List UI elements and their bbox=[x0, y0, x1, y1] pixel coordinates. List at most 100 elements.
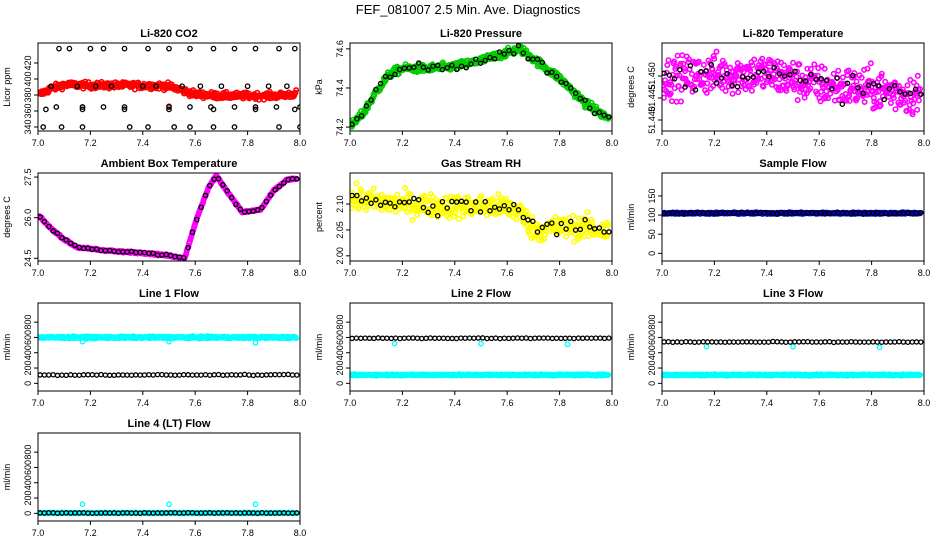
data-point bbox=[852, 339, 859, 345]
data-point bbox=[891, 82, 898, 89]
data-point bbox=[524, 211, 531, 218]
x-tick-label: 8.0 bbox=[294, 398, 307, 408]
data-point bbox=[836, 97, 843, 104]
data-point bbox=[601, 112, 607, 118]
data-point bbox=[823, 77, 830, 84]
series-cyan bbox=[38, 333, 300, 342]
data-point bbox=[215, 175, 222, 182]
y-axis-label: ml/min bbox=[2, 334, 12, 361]
data-point bbox=[605, 221, 612, 228]
data-point bbox=[432, 335, 438, 342]
data-point bbox=[572, 227, 579, 233]
data-point bbox=[851, 88, 858, 95]
panel-title: Line 4 (LT) Flow bbox=[128, 418, 211, 430]
data-point bbox=[466, 335, 473, 341]
data-point bbox=[797, 77, 804, 84]
data-point bbox=[735, 339, 741, 345]
data-point bbox=[696, 339, 702, 345]
data-point bbox=[40, 124, 47, 130]
data-point bbox=[141, 372, 148, 378]
x-tick-label: 7.4 bbox=[137, 268, 150, 278]
series-magenta bbox=[38, 173, 300, 261]
data-point bbox=[50, 228, 56, 234]
data-point bbox=[478, 340, 484, 347]
plot-frame bbox=[349, 302, 613, 392]
data-point bbox=[284, 83, 290, 90]
data-point bbox=[870, 80, 877, 87]
data-point bbox=[252, 339, 259, 346]
data-point bbox=[265, 83, 272, 90]
data-point bbox=[808, 71, 814, 78]
data-point bbox=[373, 197, 379, 203]
data-point bbox=[224, 188, 230, 194]
data-point bbox=[150, 250, 156, 256]
data-point bbox=[809, 339, 815, 345]
data-point bbox=[704, 80, 711, 87]
data-point bbox=[453, 199, 460, 205]
y-tick-label: 800 bbox=[335, 315, 345, 330]
data-point bbox=[794, 97, 801, 104]
data-point bbox=[818, 88, 825, 95]
data-point bbox=[791, 339, 798, 345]
x-tick-label: 7.0 bbox=[32, 268, 45, 278]
plot-frame bbox=[37, 42, 301, 132]
data-point bbox=[43, 106, 49, 113]
data-point bbox=[914, 72, 921, 79]
data-point bbox=[897, 89, 903, 95]
data-point bbox=[670, 339, 676, 346]
data-point bbox=[85, 372, 91, 378]
data-point bbox=[491, 56, 498, 62]
x-tick-label: 7.4 bbox=[449, 268, 462, 278]
data-point bbox=[558, 220, 565, 227]
data-point bbox=[272, 371, 278, 378]
data-point bbox=[281, 180, 287, 186]
data-point bbox=[844, 72, 851, 79]
data-point bbox=[231, 104, 238, 110]
data-point bbox=[668, 81, 675, 88]
data-point bbox=[488, 335, 495, 342]
data-point bbox=[396, 199, 403, 205]
data-point bbox=[187, 104, 193, 110]
data-point bbox=[584, 335, 590, 341]
data-point bbox=[375, 335, 381, 341]
data-point bbox=[496, 206, 503, 212]
data-point bbox=[439, 198, 446, 205]
data-point bbox=[108, 83, 115, 90]
series-magenta bbox=[662, 48, 924, 118]
y-tick-label: 200 bbox=[23, 361, 33, 376]
data-point bbox=[801, 94, 808, 101]
data-point bbox=[146, 371, 152, 378]
data-point bbox=[606, 229, 612, 235]
y-tick-label: 400 bbox=[23, 71, 33, 86]
data-point bbox=[577, 226, 584, 233]
data-point bbox=[411, 64, 417, 70]
data-point bbox=[770, 338, 776, 345]
x-tick-label: 7.0 bbox=[656, 398, 669, 408]
data-point bbox=[471, 335, 477, 341]
data-point bbox=[358, 335, 364, 342]
y-tick-label: 74.6 bbox=[335, 40, 345, 58]
data-point bbox=[267, 372, 274, 378]
data-point bbox=[291, 45, 298, 52]
x-tick-label: 7.6 bbox=[813, 268, 826, 278]
x-tick-label: 7.4 bbox=[761, 268, 774, 278]
data-point bbox=[915, 97, 922, 104]
data-point bbox=[237, 372, 244, 378]
data-point bbox=[551, 220, 558, 227]
data-point bbox=[596, 225, 603, 231]
data-point bbox=[133, 372, 139, 378]
data-point bbox=[492, 335, 499, 341]
data-point bbox=[79, 104, 86, 110]
data-point bbox=[246, 372, 252, 378]
data-point bbox=[501, 335, 508, 341]
data-point bbox=[495, 191, 502, 198]
y-tick-label: 51.450 bbox=[647, 62, 657, 90]
data-point bbox=[425, 67, 431, 73]
data-point bbox=[902, 97, 909, 104]
data-point bbox=[748, 339, 754, 345]
plot-frame bbox=[349, 172, 613, 262]
data-point bbox=[536, 335, 542, 341]
data-point bbox=[491, 204, 498, 210]
